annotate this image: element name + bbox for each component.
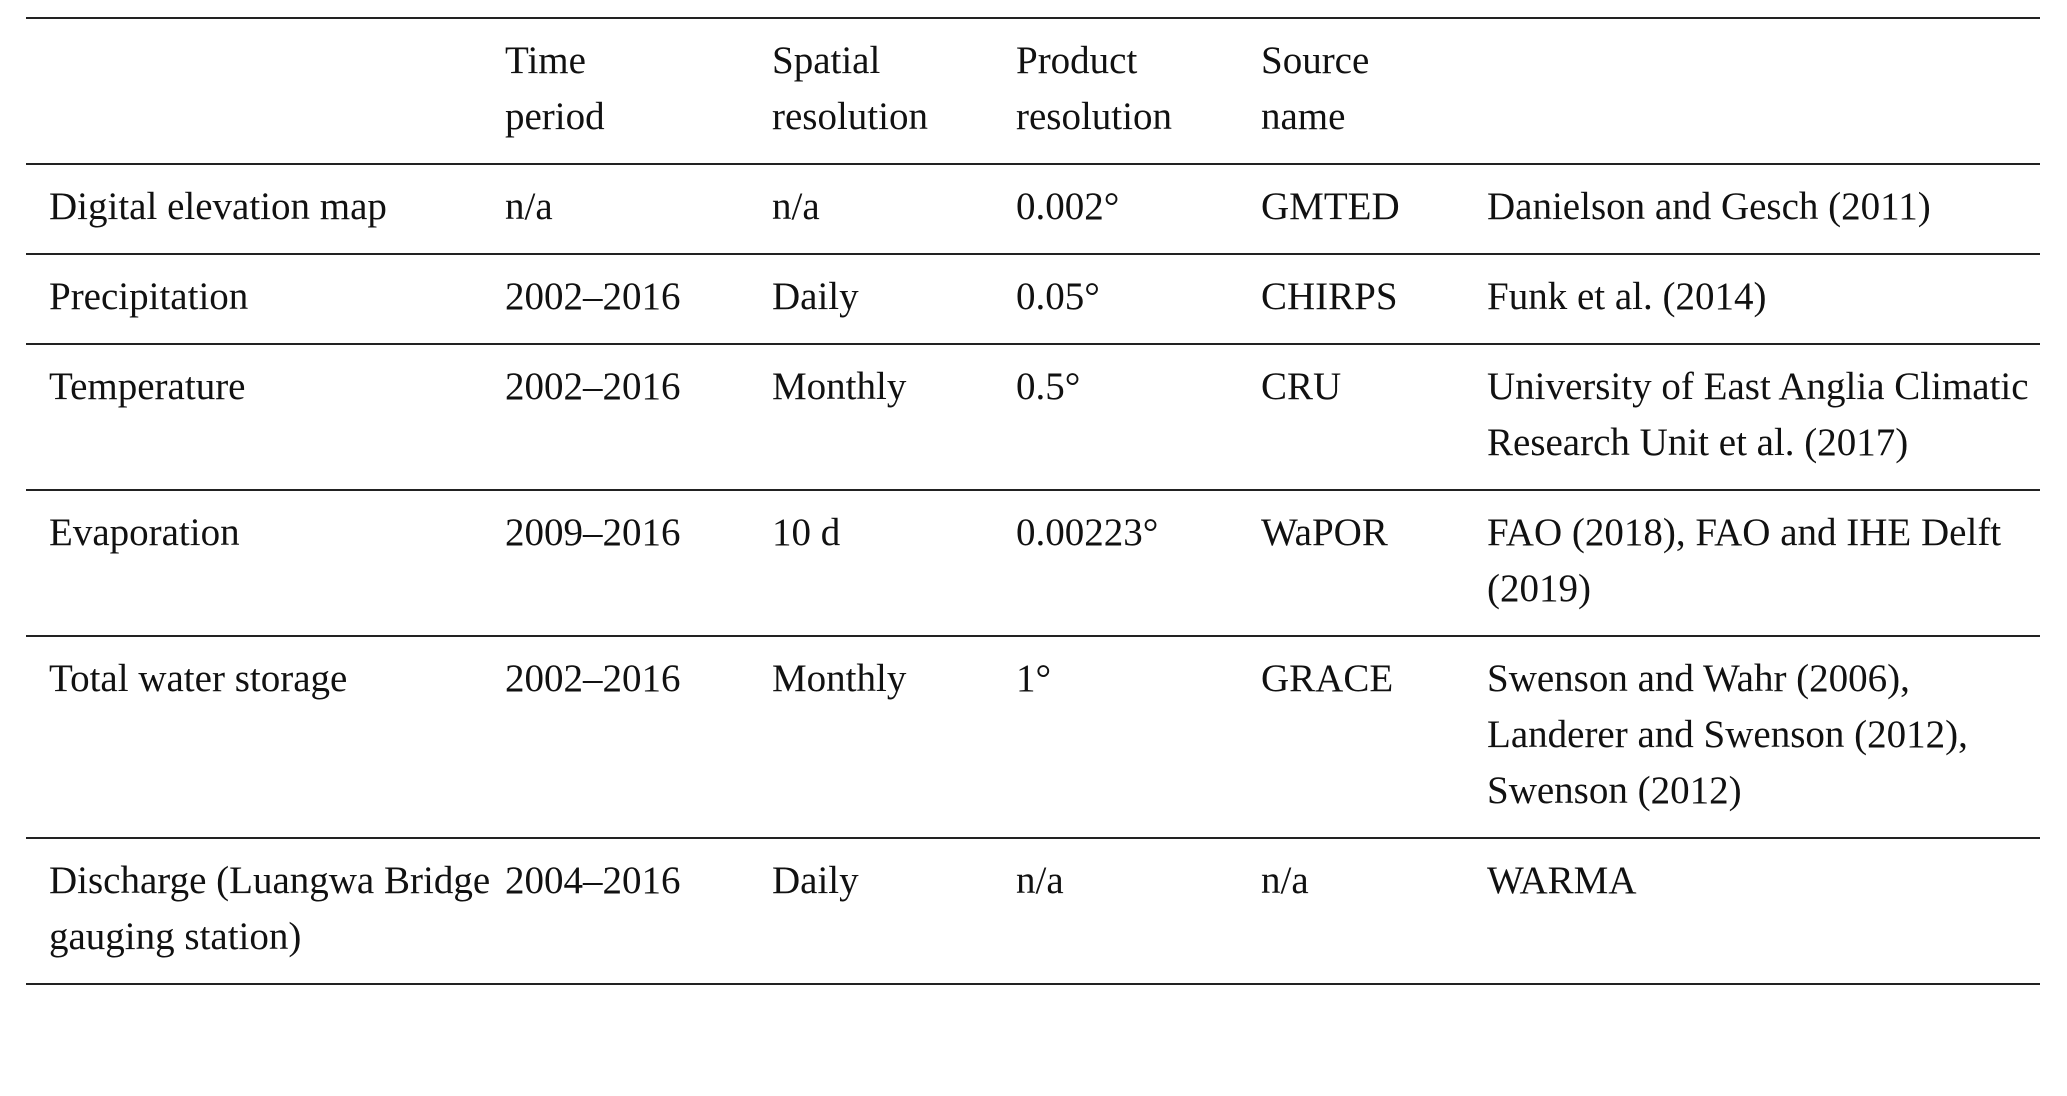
header-dataset <box>26 18 505 164</box>
cell-dataset: Evaporation <box>49 511 240 554</box>
cell-source-name: n/a <box>1261 859 1309 902</box>
cell-source-name: WaPOR <box>1261 511 1388 554</box>
table-row: Temperature 2002–2016 Monthly 0.5° CRU Univer… <box>26 344 2040 490</box>
cell-reference: Swenson and Wahr (2006), Landerer and Sw… <box>1487 657 1968 812</box>
cell-reference: FAO (2018), FAO and IHE Delft (2019) <box>1487 511 2002 610</box>
cell-spatial-resolution: Daily <box>772 275 859 318</box>
cell-spatial-resolution: Monthly <box>772 365 907 408</box>
table-row: Digital elevation map n/a n/a 0.002° GMTED Da… <box>26 164 2040 254</box>
header-row: Time period Spatial resolution Product resolu… <box>26 18 2040 164</box>
cell-spatial-resolution: n/a <box>772 185 820 228</box>
cell-product-resolution: 1° <box>1016 657 1052 700</box>
table-row: Discharge (Luangwa Bridge gauging statio… <box>26 838 2040 984</box>
cell-spatial-resolution: 10 d <box>772 511 841 554</box>
header-line: Spatial <box>772 39 881 82</box>
cell-source-name: GRACE <box>1261 657 1394 700</box>
header-line: resolution <box>772 95 928 138</box>
header-line <box>1487 33 2040 89</box>
cell-product-resolution: 0.05° <box>1016 275 1100 318</box>
cell-reference: University of East Anglia Climatic Resea… <box>1487 365 2029 464</box>
cell-dataset: Discharge (Luangwa Bridge gauging statio… <box>49 859 491 958</box>
cell-source-name: CRU <box>1261 365 1342 408</box>
cell-product-resolution: 0.5° <box>1016 365 1081 408</box>
header-line <box>49 33 505 89</box>
table-row: Precipitation 2002–2016 Daily 0.05° CHIRPS Fu… <box>26 254 2040 344</box>
header-time-period: Time period <box>505 18 772 164</box>
header-line: Time <box>505 39 586 82</box>
cell-time-period: 2002–2016 <box>505 275 681 318</box>
cell-reference: Funk et al. (2014) <box>1487 275 1767 318</box>
cell-source-name: GMTED <box>1261 185 1400 228</box>
cell-time-period: 2009–2016 <box>505 511 681 554</box>
cell-time-period: 2002–2016 <box>505 657 681 700</box>
header-line <box>49 89 505 145</box>
header-line: Source <box>1261 39 1370 82</box>
cell-reference: Danielson and Gesch (2011) <box>1487 185 1931 228</box>
cell-spatial-resolution: Monthly <box>772 657 907 700</box>
header-line: period <box>505 95 605 138</box>
cell-time-period: n/a <box>505 185 553 228</box>
cell-time-period: 2004–2016 <box>505 859 681 902</box>
cell-reference: WARMA <box>1487 859 1637 902</box>
header-line: Product <box>1016 39 1138 82</box>
cell-product-resolution: n/a <box>1016 859 1064 902</box>
cell-dataset: Temperature <box>49 365 246 408</box>
cell-dataset: Total water storage <box>49 657 348 700</box>
cell-source-name: CHIRPS <box>1261 275 1398 318</box>
header-reference <box>1487 18 2040 164</box>
cell-product-resolution: 0.00223° <box>1016 511 1159 554</box>
table-row: Total water storage 2002–2016 Monthly 1° GRA… <box>26 636 2040 838</box>
cell-dataset: Precipitation <box>49 275 249 318</box>
header-spatial-resolution: Spatial resolution <box>772 18 1016 164</box>
cell-dataset: Digital elevation map <box>49 185 387 228</box>
header-line <box>1487 89 2040 145</box>
header-line: resolution <box>1016 95 1172 138</box>
header-product-resolution: Product resolution <box>1016 18 1261 164</box>
cell-time-period: 2002–2016 <box>505 365 681 408</box>
table-row: Evaporation 2009–2016 10 d 0.00223° WaPOR FAO… <box>26 490 2040 636</box>
cell-product-resolution: 0.002° <box>1016 185 1120 228</box>
header-line: name <box>1261 95 1346 138</box>
header-source-name: Source name <box>1261 18 1487 164</box>
data-sources-table: Time period Spatial resolution Product resolu… <box>26 17 2040 985</box>
cell-spatial-resolution: Daily <box>772 859 859 902</box>
